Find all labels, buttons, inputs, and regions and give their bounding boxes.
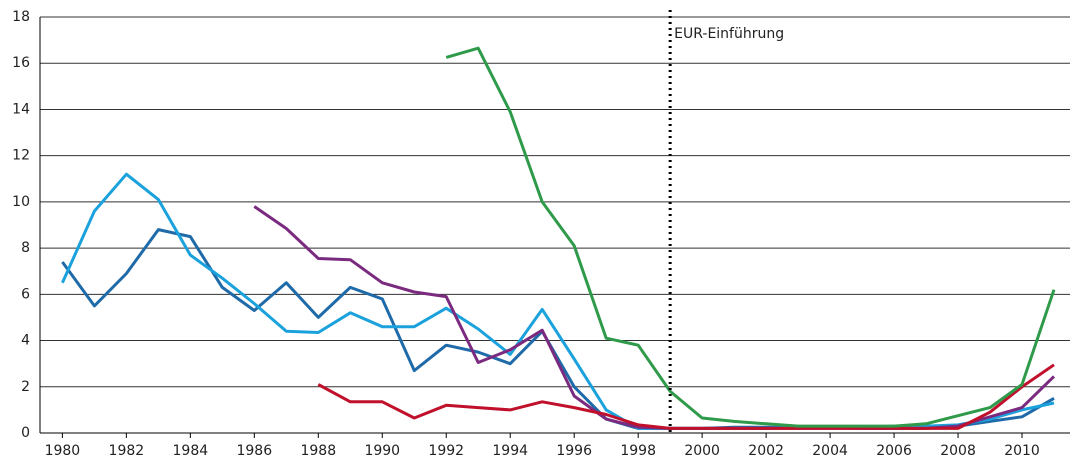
x-tick-label: 1992 [428,443,464,459]
x-tick-label: 1998 [620,443,656,459]
x-tick-label: 1986 [236,443,272,459]
y-tick-label: 8 [21,240,30,256]
x-tick-label: 2010 [1004,443,1040,459]
x-tick-label: 1996 [556,443,592,459]
series-line [61,228,1055,430]
series-line [61,172,1055,430]
y-tick-label: 12 [12,148,30,164]
series-line [317,363,1055,430]
x-tick-label: 2002 [748,443,784,459]
y-tick-label: 0 [21,425,30,441]
y-tick-label: 16 [12,55,30,71]
y-tick-label: 4 [21,333,30,349]
x-tick-label: 1990 [364,443,400,459]
x-tick-label: 1982 [109,443,145,459]
x-tick-label: 2008 [940,443,976,459]
y-tick-label: 2 [21,379,30,395]
x-tick-label: 2004 [812,443,848,459]
x-tick-label: 1994 [492,443,528,459]
series-line [253,205,1056,430]
x-tick-label: 2000 [684,443,720,459]
y-tick-label: 14 [12,101,30,117]
y-tick-label: 18 [12,9,30,25]
x-tick-label: 1980 [45,443,81,459]
annotation: EUR-Einführung [674,26,784,42]
x-tick-label: 1988 [300,443,336,459]
y-tick-label: 6 [21,286,30,302]
x-tick-label: 2006 [876,443,912,459]
y-tick-label: 10 [12,194,30,210]
series-line [445,46,1056,428]
x-tick-label: 1984 [173,443,209,459]
